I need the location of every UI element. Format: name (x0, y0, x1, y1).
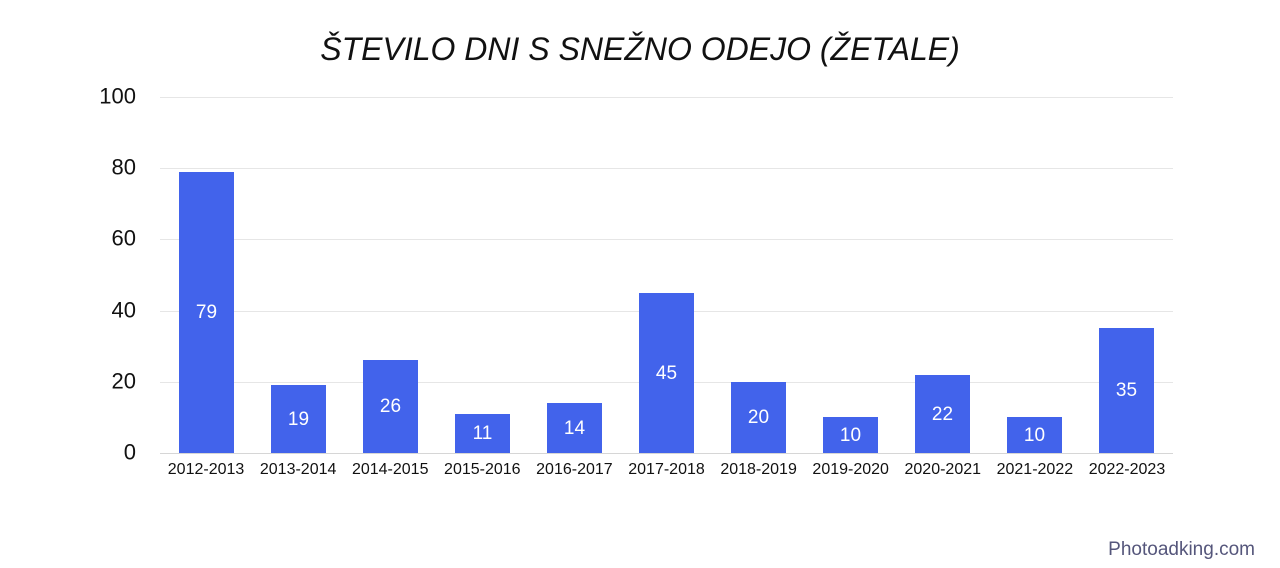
y-tick-label: 60 (111, 225, 136, 251)
bar-value-label: 11 (472, 423, 493, 444)
x-tick-label: 2012-2013 (167, 461, 245, 478)
bar: 11 (455, 414, 510, 453)
bar: 35 (1099, 328, 1154, 453)
y-tick-label: 0 (123, 439, 136, 465)
x-tick-label: 2018-2019 (720, 461, 797, 478)
bar-value-label: 26 (379, 396, 402, 417)
bar-value-label: 35 (1115, 380, 1138, 401)
x-tick-label: 2020-2021 (904, 461, 982, 478)
watermark: Photoadking.com (1108, 539, 1255, 560)
bar-value-label: 10 (1023, 424, 1046, 446)
bar-value-label: 19 (287, 408, 310, 430)
bar: 26 (363, 360, 418, 453)
x-axis-line (160, 453, 1173, 454)
bar-value-label: 22 (931, 403, 954, 425)
y-tick-label: 20 (111, 368, 136, 394)
bar: 14 (547, 403, 602, 453)
bar-value-label: 79 (195, 302, 218, 323)
bar: 22 (915, 375, 970, 453)
y-tick-label: 100 (99, 83, 136, 109)
bar: 20 (731, 382, 786, 453)
bar-value-label: 20 (747, 407, 770, 428)
y-tick-label: 80 (111, 154, 136, 180)
bar: 19 (271, 385, 326, 453)
x-tick-label: 2015-2016 (444, 461, 521, 478)
gridline (160, 97, 1173, 98)
x-tick-label: 2019-2020 (812, 461, 889, 478)
x-tick-label: 2014-2015 (351, 461, 429, 478)
gridline (160, 168, 1173, 169)
gridline (160, 239, 1173, 240)
x-tick-label: 2022-2023 (1088, 461, 1166, 478)
chart-title: ŠTEVILO DNI S SNEŽNO ODEJO (ŽETALE) (320, 31, 960, 67)
bar: 10 (823, 417, 878, 453)
bar-value-label: 45 (655, 362, 678, 384)
y-tick-label: 40 (111, 297, 136, 323)
bar-value-label: 14 (563, 417, 586, 439)
x-tick-label: 2021-2022 (996, 461, 1074, 478)
bar: 10 (1007, 417, 1062, 453)
bar-value-label: 10 (839, 424, 862, 446)
x-tick-label: 2013-2014 (259, 461, 337, 478)
x-tick-label: 2016-2017 (536, 461, 613, 478)
bar: 79 (179, 172, 234, 453)
x-tick-label: 2017-2018 (628, 461, 705, 478)
bar: 45 (639, 293, 694, 453)
